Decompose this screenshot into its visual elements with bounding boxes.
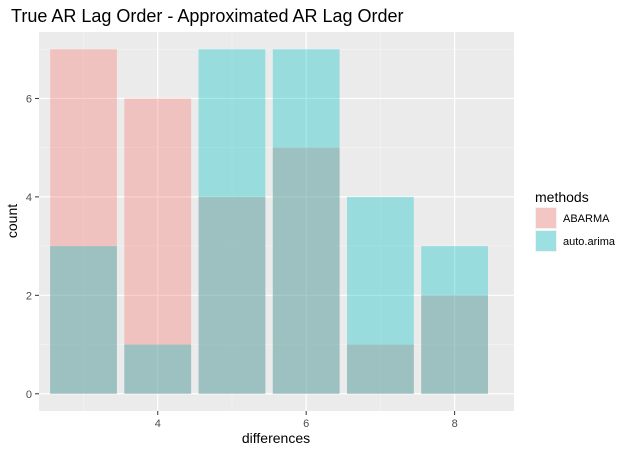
- bar-auto-arima: [124, 344, 192, 394]
- x-axis: 4 6 8: [155, 411, 458, 430]
- plot-panel: [39, 32, 514, 411]
- bar-abarma: [347, 344, 414, 394]
- bar-abarma: [198, 196, 266, 394]
- legend-title: methods: [535, 189, 589, 205]
- bar-abarma: [272, 147, 340, 394]
- bar-auto-arima: [272, 49, 340, 394]
- bar-auto-arima: [421, 246, 489, 394]
- y-tick-label: 0: [26, 389, 32, 401]
- bar-abarma: [50, 49, 117, 394]
- x-axis-title: differences: [242, 430, 310, 446]
- grid-major: [39, 32, 514, 411]
- x-tick-label: 8: [452, 418, 458, 430]
- legend-key-swatch: [536, 231, 556, 251]
- y-axis-title: count: [4, 204, 20, 238]
- legend-key-background: [535, 207, 557, 229]
- legend-key-background: [535, 230, 557, 252]
- legend-label: ABARMA: [563, 213, 610, 225]
- bar-abarma: [124, 98, 192, 394]
- legend-key-swatch: [536, 208, 556, 228]
- bar-auto-arima: [50, 246, 117, 394]
- bar-auto-arima: [198, 49, 266, 394]
- legend-label: auto.arima: [563, 236, 616, 248]
- y-tick-label: 6: [26, 93, 32, 105]
- grid-minor: [39, 32, 514, 411]
- x-tick-label: 4: [155, 418, 161, 430]
- bar-auto-arima: [347, 196, 414, 394]
- chart-title: True AR Lag Order - Approximated AR Lag …: [11, 6, 404, 26]
- x-tick-label: 6: [303, 418, 309, 430]
- y-axis: 0 2 4 6: [26, 93, 39, 401]
- bar-abarma: [421, 295, 489, 394]
- bars: [50, 49, 489, 394]
- y-tick-label: 4: [26, 192, 32, 204]
- y-tick-label: 2: [26, 290, 32, 302]
- legend: methods ABARMA auto.arima: [535, 189, 616, 252]
